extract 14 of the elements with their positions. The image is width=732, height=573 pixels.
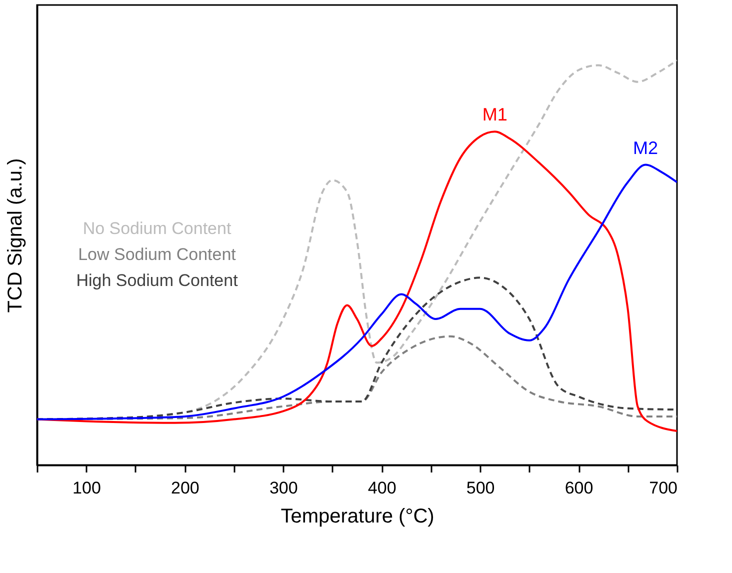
x-tick-label: 200 [171,478,200,498]
series-label: M1 [482,104,508,125]
text: Low Sodium Content [78,245,236,264]
x-tick-label: 100 [72,478,101,498]
series-label: M2 [632,138,658,158]
text: No Sodium Content [82,219,232,238]
x-tick-label: 400 [368,478,396,498]
x-tick-label: 300 [269,478,298,498]
y-axis-title: TCD Signal (a.u.) [4,158,26,313]
x-axis-title: Temperature (°C) [280,506,434,528]
x-tick-label: 700 [649,478,678,498]
text: High Sodium Content [76,271,238,290]
x-tick-label: 500 [466,478,495,498]
x-tick-label: 600 [564,478,594,498]
